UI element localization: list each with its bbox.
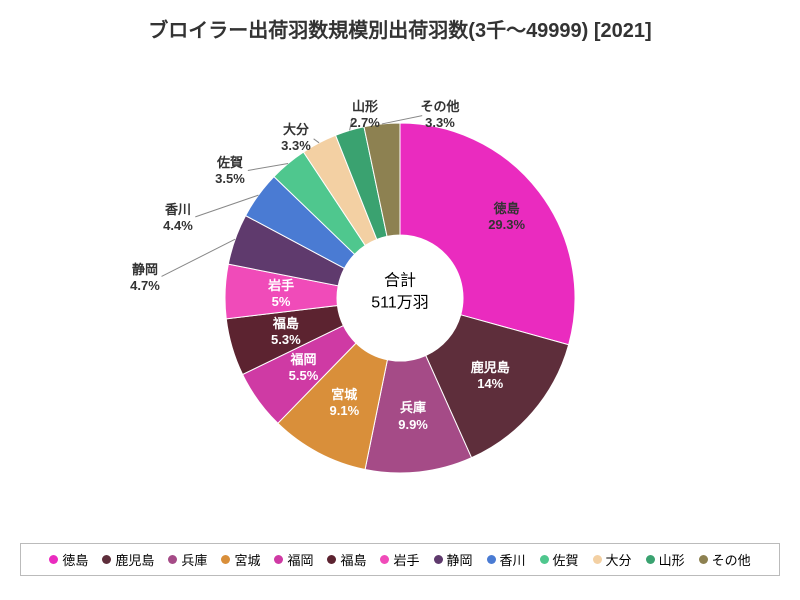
chart-title: ブロイラー出荷羽数規模別出荷羽数(3千～49999) [2021] <box>0 0 800 43</box>
legend-label: 大分 <box>606 550 632 569</box>
legend-item: 岩手 <box>380 550 419 569</box>
slice-label: その他3.3% <box>420 99 459 132</box>
legend: 徳島 鹿児島 兵庫 宮城 福岡 福島 岩手 静岡 香川 佐賀 大分 山形 その他 <box>20 543 780 576</box>
legend-dot <box>102 555 111 564</box>
legend-dot <box>540 555 549 564</box>
legend-dot <box>646 555 655 564</box>
slice-label: 兵庫9.9% <box>398 400 428 433</box>
legend-item: 兵庫 <box>168 550 207 569</box>
legend-item: 宮城 <box>221 550 260 569</box>
legend-label: 静岡 <box>447 550 473 569</box>
legend-label: 鹿児島 <box>115 550 154 569</box>
legend-dot <box>221 555 230 564</box>
legend-item: 佐賀 <box>540 550 579 569</box>
legend-item: 香川 <box>487 550 526 569</box>
pie-chart: 合計 511万羽 徳島29.3% 鹿児島14% 兵庫9.9% 宮城9.1% 福岡5.5%… <box>0 43 800 543</box>
legend-item: 徳島 <box>49 550 88 569</box>
legend-label: 福岡 <box>287 550 313 569</box>
slice-label: 佐賀3.5% <box>215 155 245 188</box>
legend-dot <box>699 555 708 564</box>
legend-dot <box>327 555 336 564</box>
slice-label: 山形2.7% <box>350 99 380 132</box>
legend-label: 岩手 <box>393 550 419 569</box>
legend-item: 静岡 <box>434 550 473 569</box>
center-label: 合計 511万羽 <box>371 271 429 316</box>
legend-dot <box>49 555 58 564</box>
legend-item: 大分 <box>593 550 632 569</box>
legend-dot <box>380 555 389 564</box>
center-line1: 合計 <box>371 271 429 293</box>
slice-label: 大分3.3% <box>281 122 311 155</box>
legend-label: 兵庫 <box>181 550 207 569</box>
slice-label: 福島5.3% <box>271 315 301 348</box>
slice-label: 鹿児島14% <box>471 359 510 392</box>
legend-item: 福岡 <box>274 550 313 569</box>
slice-label: 岩手5% <box>268 277 294 310</box>
legend-dot <box>434 555 443 564</box>
legend-dot <box>168 555 177 564</box>
legend-item: 山形 <box>646 550 685 569</box>
slice-label: 静岡4.7% <box>130 262 160 295</box>
legend-label: 山形 <box>659 550 685 569</box>
slice-label: 徳島29.3% <box>488 201 525 234</box>
slice-label: 福岡5.5% <box>289 351 319 384</box>
legend-label: 徳島 <box>62 550 88 569</box>
center-line2: 511万羽 <box>371 293 429 315</box>
legend-label: 宮城 <box>234 550 260 569</box>
legend-item: 福島 <box>327 550 366 569</box>
legend-dot <box>487 555 496 564</box>
legend-dot <box>593 555 602 564</box>
legend-item: その他 <box>699 550 751 569</box>
legend-item: 鹿児島 <box>102 550 154 569</box>
legend-label: 香川 <box>500 550 526 569</box>
slice-label: 宮城9.1% <box>329 387 359 420</box>
legend-label: 佐賀 <box>553 550 579 569</box>
slice-label: 香川4.4% <box>163 202 193 235</box>
legend-label: その他 <box>712 550 751 569</box>
legend-dot <box>274 555 283 564</box>
legend-label: 福島 <box>340 550 366 569</box>
